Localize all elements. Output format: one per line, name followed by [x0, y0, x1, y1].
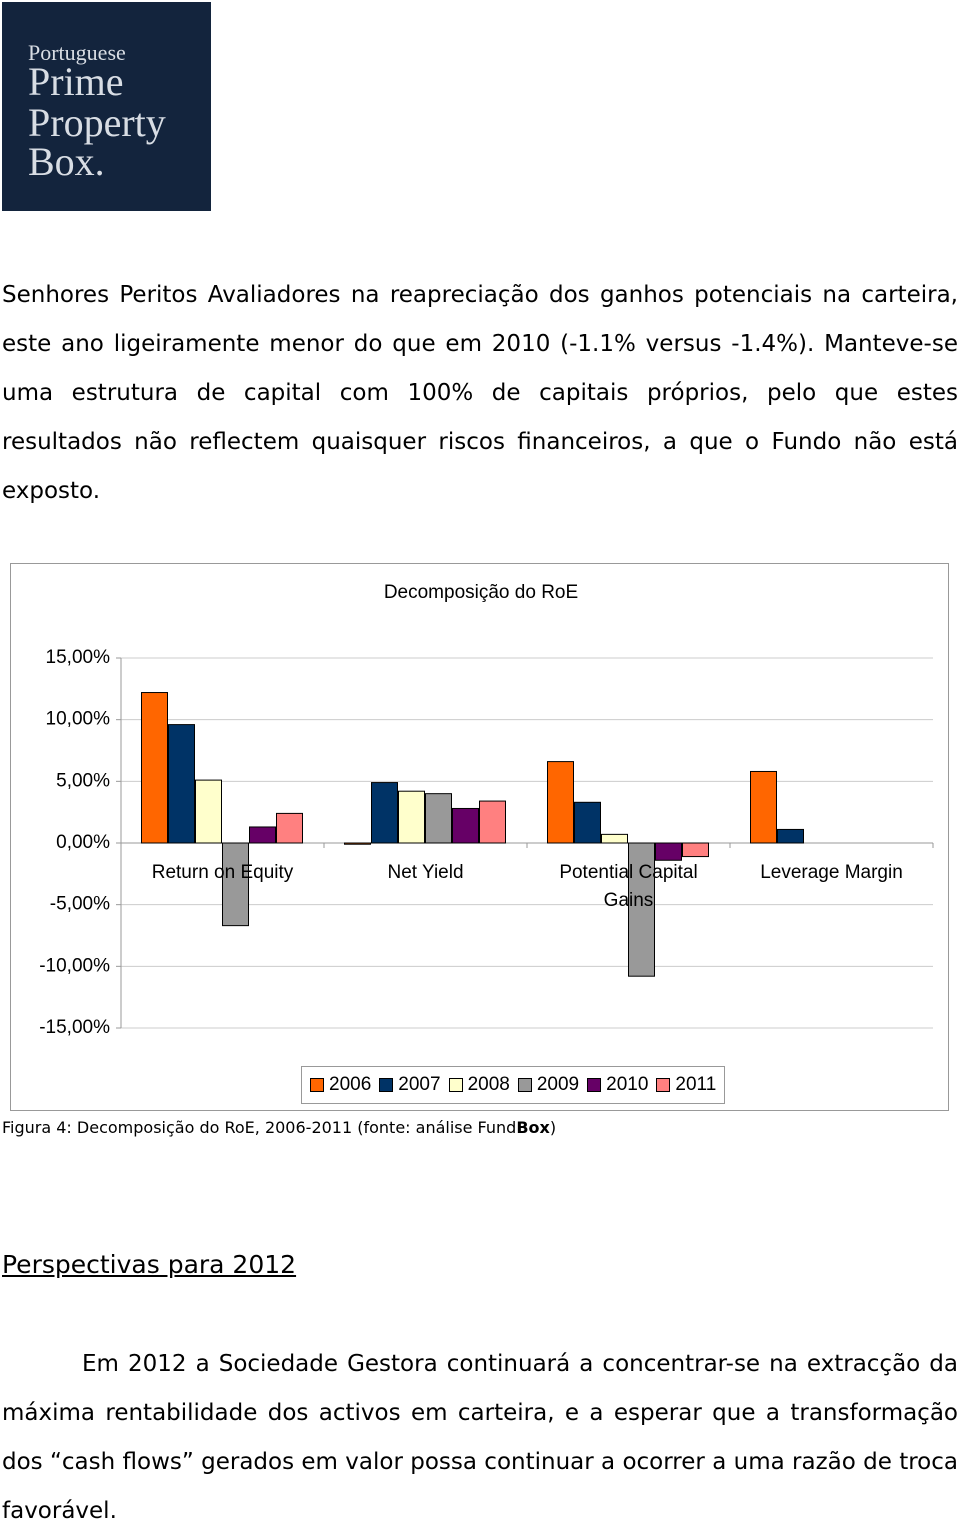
bar — [547, 761, 574, 844]
legend-label: 2011 — [675, 1074, 717, 1095]
bar — [601, 833, 628, 844]
bar — [777, 828, 804, 844]
bar — [168, 724, 195, 844]
x-tick-label: Leverage Margin — [760, 862, 903, 883]
legend-swatch — [656, 1077, 671, 1092]
legend-label: 2008 — [467, 1074, 510, 1095]
section-heading: Perspectivas para 2012 — [2, 1250, 297, 1279]
bar — [479, 800, 506, 844]
bar — [344, 842, 371, 845]
y-tick-label: 5,00% — [56, 770, 110, 791]
logo-text: Prime — [28, 59, 124, 104]
paragraph: Em 2012 a Sociedade Gestora continuará a… — [2, 1351, 958, 1524]
y-tick-label: -15,00% — [39, 1017, 110, 1038]
caption: Figura 4: Decomposição do RoE, 2006-2011… — [2, 1118, 556, 1137]
bar — [682, 842, 709, 858]
legend-item: 2006 — [310, 1074, 371, 1096]
y-tick-label: 10,00% — [46, 709, 111, 730]
legend: 2006 2007 2008 2009 2010 2011 — [301, 1066, 726, 1104]
legend-swatch — [587, 1077, 602, 1092]
legend-item: 2007 — [379, 1074, 441, 1096]
paragraph: Senhores Peritos Avaliadores na reapreci… — [2, 282, 958, 504]
y-tick-label: -10,00% — [39, 955, 110, 976]
bar — [195, 779, 222, 844]
bar — [249, 826, 276, 844]
legend-swatch — [379, 1077, 394, 1092]
y-tick-label: 15,00% — [46, 647, 111, 668]
x-tick-label: Potential Capital Gains — [559, 862, 698, 911]
bar — [222, 842, 249, 927]
caption-text: Figura 4: Decomposição do RoE, 2006-2011… — [2, 1118, 517, 1137]
caption-text: ) — [549, 1118, 557, 1137]
bar — [276, 812, 303, 844]
legend-label: 2009 — [536, 1074, 580, 1095]
legend-item: 2009 — [517, 1074, 580, 1096]
bar — [750, 770, 777, 844]
bar — [574, 801, 601, 844]
logo-text: Box. — [28, 139, 105, 184]
legend-label: 2006 — [329, 1074, 372, 1095]
bar — [452, 807, 479, 844]
legend-item: 2008 — [448, 1074, 510, 1096]
legend-swatch — [310, 1077, 324, 1092]
bar — [655, 842, 682, 861]
bar — [425, 793, 452, 844]
y-tick-label: 0,00% — [56, 832, 110, 853]
legend-swatch — [517, 1077, 532, 1092]
caption-bold: Box — [516, 1118, 550, 1137]
logo: Portuguese Prime Property Box. — [2, 2, 211, 211]
legend-item: 2011 — [656, 1074, 716, 1096]
logo-text: Portuguese — [28, 40, 126, 65]
legend-swatch — [448, 1077, 463, 1092]
x-tick-label: Net Yield — [387, 862, 464, 883]
legend-item: 2010 — [587, 1074, 648, 1096]
bar — [141, 692, 168, 844]
chart-svg: Decomposição do RoE 15,00% 10,00% 5,00% 0,0… — [39, 582, 934, 1038]
legend-label: 2010 — [606, 1074, 649, 1095]
x-tick-label: Return on Equity — [151, 862, 294, 883]
bar — [398, 790, 425, 844]
bar — [371, 782, 398, 844]
bar — [628, 842, 655, 977]
y-tick-label: -5,00% — [50, 894, 110, 915]
chart-title: Decomposição do RoE — [384, 582, 578, 603]
chart: Decomposição do RoE 15,00% 10,00% 5,00% 0,0… — [10, 563, 949, 1111]
logo-text: Property — [28, 100, 166, 145]
legend-label: 2007 — [398, 1074, 441, 1095]
